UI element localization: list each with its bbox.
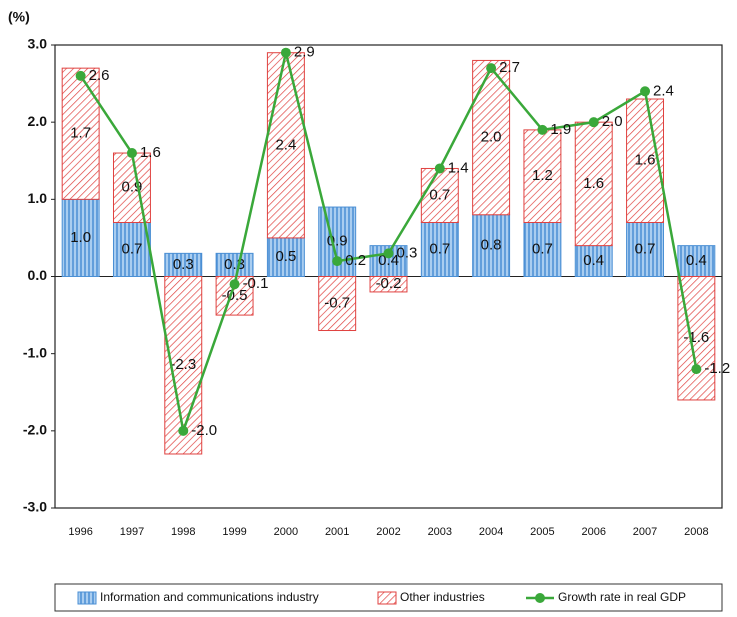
x-tick-label: 2007 xyxy=(633,526,657,538)
y-tick-label: 3.0 xyxy=(28,36,48,52)
bar xyxy=(523,221,562,278)
data-label: 1.6 xyxy=(583,175,604,192)
legend-swatch xyxy=(77,591,97,605)
bar xyxy=(420,221,459,278)
data-label: 2.0 xyxy=(481,129,502,146)
x-tick-label: 2003 xyxy=(428,526,452,538)
bar xyxy=(369,276,408,293)
bar xyxy=(318,276,357,332)
point xyxy=(588,117,599,128)
data-label: -2.0 xyxy=(191,422,217,439)
data-label: 1.4 xyxy=(448,159,469,176)
data-label: 0.5 xyxy=(275,248,296,265)
y-tick-label: -3.0 xyxy=(23,499,47,515)
point xyxy=(178,425,189,436)
data-label: 1.7 xyxy=(70,125,91,142)
legend-swatch xyxy=(535,593,545,603)
legend-box xyxy=(54,583,723,612)
data-label: 0.7 xyxy=(429,186,450,203)
point xyxy=(383,248,394,259)
bar xyxy=(112,221,151,278)
x-tick-label: 1997 xyxy=(120,526,144,538)
data-label: 0.7 xyxy=(122,240,143,257)
bar xyxy=(420,167,459,223)
point xyxy=(229,279,240,290)
y-tick-label: 0.0 xyxy=(28,267,48,283)
point xyxy=(280,47,291,58)
point xyxy=(126,148,137,159)
data-label: 1.6 xyxy=(140,144,161,161)
point xyxy=(486,63,497,74)
point xyxy=(332,256,343,267)
data-label: 0.3 xyxy=(224,256,245,273)
data-label: -1.6 xyxy=(683,329,709,346)
data-label: 2.9 xyxy=(294,44,315,61)
data-label: -0.7 xyxy=(324,294,350,311)
y-tick-label: 2.0 xyxy=(28,113,48,129)
data-label: -0.2 xyxy=(376,275,402,292)
bar xyxy=(472,59,511,216)
data-label: 2.0 xyxy=(602,113,623,130)
x-tick-label: 2002 xyxy=(376,526,400,538)
bar xyxy=(266,237,305,278)
legend-swatch xyxy=(377,591,397,605)
x-tick-label: 1998 xyxy=(171,526,195,538)
x-tick-label: 2005 xyxy=(530,526,554,538)
point xyxy=(537,124,548,135)
data-label: 2.4 xyxy=(275,136,296,153)
data-label: -0.1 xyxy=(243,275,269,292)
data-label: 1.2 xyxy=(532,167,553,184)
bar xyxy=(61,198,100,277)
x-tick-label: 2004 xyxy=(479,526,503,538)
data-label: 1.6 xyxy=(635,152,656,169)
legend-label: Information and communications industry xyxy=(100,590,319,604)
data-label: -2.3 xyxy=(170,356,196,373)
y-axis-label: (%) xyxy=(8,9,30,25)
point xyxy=(640,86,651,97)
x-tick-label: 2006 xyxy=(581,526,605,538)
data-label: 0.4 xyxy=(686,252,707,269)
point xyxy=(691,364,702,375)
data-label: -1.2 xyxy=(704,360,730,377)
data-label: 0.7 xyxy=(429,240,450,257)
data-label: 2.6 xyxy=(89,67,110,84)
data-label: 0.3 xyxy=(397,244,418,261)
data-label: 0.4 xyxy=(583,252,604,269)
y-tick-label: 1.0 xyxy=(28,190,48,206)
data-label: 1.0 xyxy=(70,229,91,246)
x-tick-label: 1999 xyxy=(222,526,246,538)
data-label: 0.8 xyxy=(481,237,502,254)
legend-label: Other industries xyxy=(400,590,485,604)
data-label: 0.7 xyxy=(532,240,553,257)
bar xyxy=(574,245,613,277)
point xyxy=(75,70,86,81)
data-label: 2.4 xyxy=(653,82,674,99)
data-label: 2.7 xyxy=(499,59,520,76)
x-tick-label: 1996 xyxy=(68,526,92,538)
data-label: 0.2 xyxy=(345,252,366,269)
bar xyxy=(266,52,305,239)
bar xyxy=(523,129,562,223)
bar xyxy=(626,221,665,278)
data-label: 0.7 xyxy=(635,240,656,257)
point xyxy=(434,163,445,174)
x-tick-label: 2001 xyxy=(325,526,349,538)
legend-label: Growth rate in real GDP xyxy=(558,590,686,604)
data-label: 0.4 xyxy=(378,252,399,269)
y-tick-label: -2.0 xyxy=(23,422,47,438)
x-tick-label: 2008 xyxy=(684,526,708,538)
bar xyxy=(574,121,613,247)
bar xyxy=(472,214,511,277)
y-tick-label: -1.0 xyxy=(23,344,47,360)
data-label: 1.9 xyxy=(550,121,571,138)
data-label: 0.3 xyxy=(173,256,194,273)
x-tick-label: 2000 xyxy=(274,526,298,538)
bar xyxy=(61,67,100,200)
